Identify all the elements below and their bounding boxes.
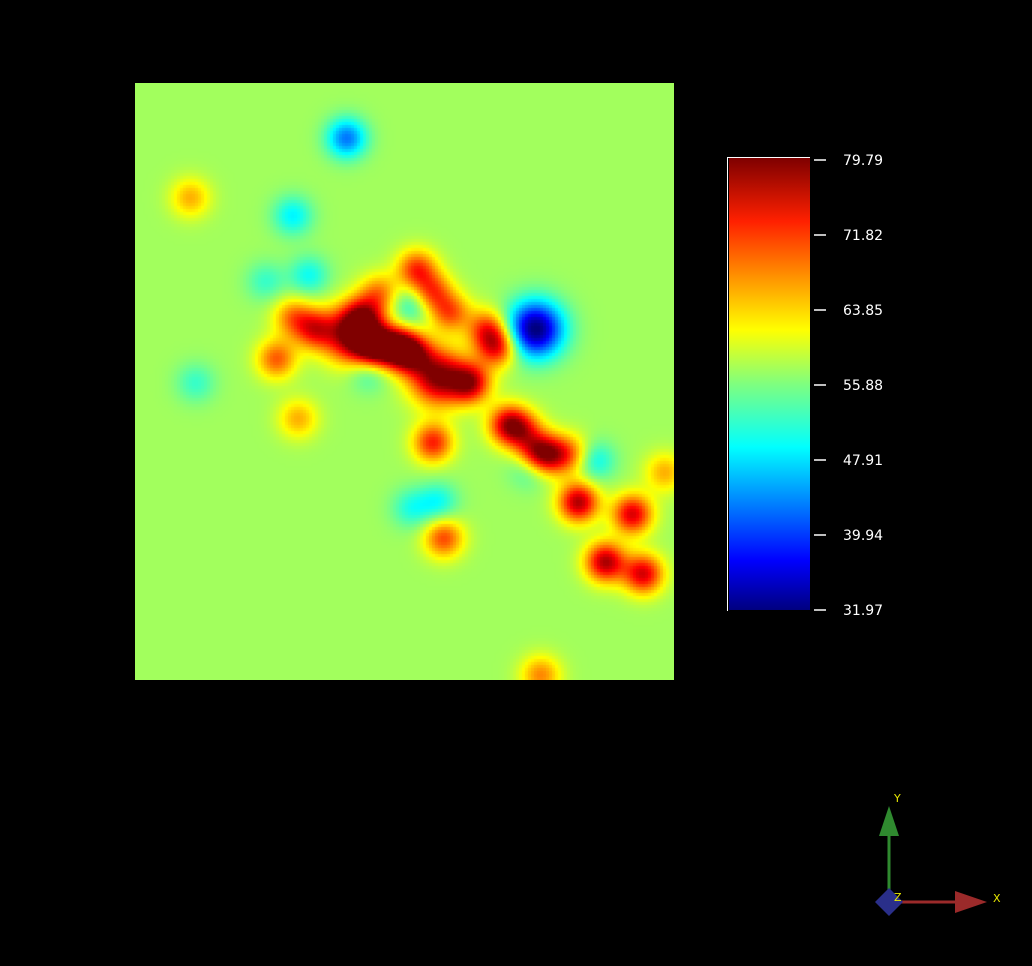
color-legend: 79.79 71.82 63.85 55.88 47.91 39.94 31.97 xyxy=(727,153,883,619)
heatmap-canvas xyxy=(135,83,674,680)
legend-tick-label: 47.91 xyxy=(843,453,883,469)
y-axis-arrowhead xyxy=(879,806,899,836)
legend-tick-label: 39.94 xyxy=(843,528,883,544)
heatmap-slice[interactable] xyxy=(135,83,674,680)
legend-tick-label: 55.88 xyxy=(843,378,883,394)
z-axis-label: Z xyxy=(894,891,902,904)
orientation-axes[interactable]: Y X Z xyxy=(875,792,1001,916)
y-axis-label: Y xyxy=(893,792,901,805)
color-legend-bar xyxy=(729,158,810,610)
legend-tick-label: 31.97 xyxy=(843,603,883,619)
x-axis-label: X xyxy=(993,892,1001,905)
legend-tick-label: 63.85 xyxy=(843,303,883,319)
legend-tick-label: 71.82 xyxy=(843,228,883,244)
color-legend-ticks: 79.79 71.82 63.85 55.88 47.91 39.94 31.97 xyxy=(814,153,883,619)
x-axis-arrowhead xyxy=(955,891,987,913)
z-axis-marker xyxy=(875,888,903,916)
legend-tick-label: 79.79 xyxy=(843,153,883,169)
